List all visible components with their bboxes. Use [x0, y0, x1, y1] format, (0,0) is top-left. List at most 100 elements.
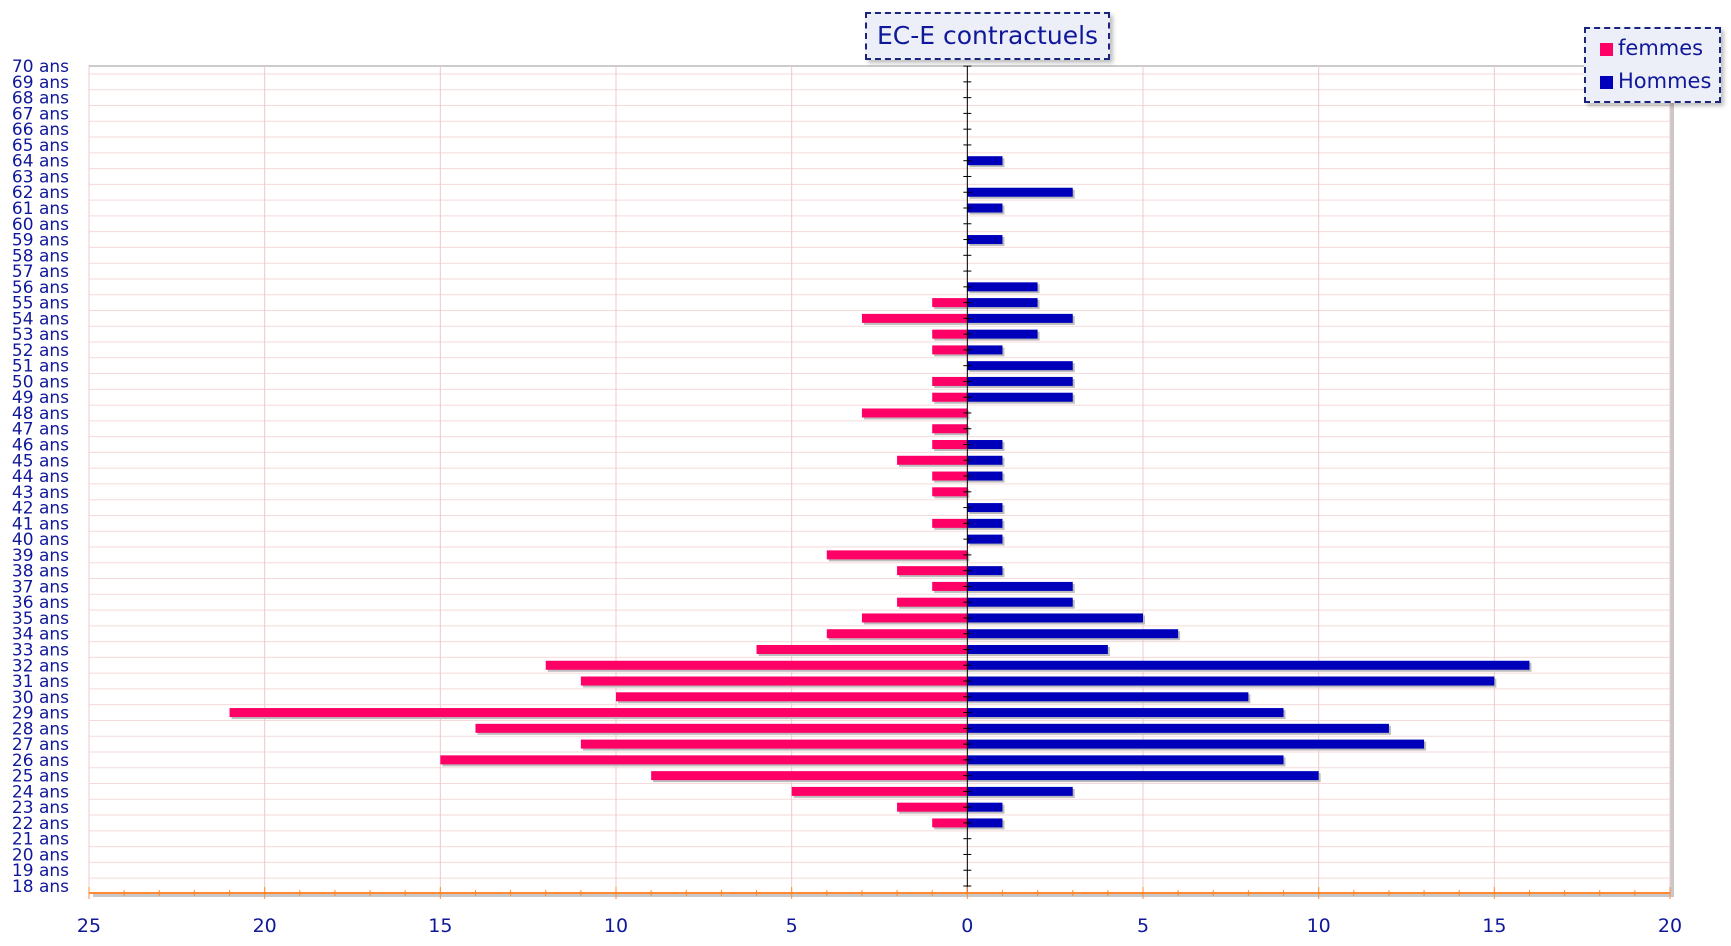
bar-femmes-33-ans	[756, 644, 968, 654]
y-tick-label: 58 ans	[12, 246, 69, 266]
y-tick-label: 50 ans	[12, 372, 69, 392]
y-tick-label: 48 ans	[12, 404, 69, 424]
y-tick-label: 62 ans	[12, 183, 69, 203]
x-tick-label: 15	[1482, 915, 1506, 937]
y-tick-label: 47 ans	[12, 420, 69, 440]
y-tick-label: 46 ans	[12, 436, 69, 456]
bar-femmes-38-ans	[897, 566, 968, 576]
bar-femmes-24-ans	[791, 786, 968, 796]
y-tick-label: 64 ans	[12, 152, 69, 172]
y-tick-label: 35 ans	[12, 609, 69, 629]
y-tick-label: 43 ans	[12, 483, 69, 503]
legend-item-femmes: femmes	[1600, 35, 1703, 61]
bar-femmes-45-ans	[897, 455, 968, 465]
bar-hommes-34-ans	[967, 629, 1179, 639]
x-tick-label: 10	[1307, 915, 1331, 937]
bar-femmes-43-ans	[932, 487, 968, 497]
bar-femmes-48-ans	[861, 408, 968, 418]
bar-hommes-64-ans	[967, 156, 1003, 166]
x-tick-label: 0	[961, 915, 973, 937]
x-tick-label: 20	[1658, 915, 1682, 937]
bar-femmes-39-ans	[826, 550, 968, 560]
bar-hommes-24-ans	[967, 786, 1073, 796]
x-tick-label: 10	[604, 915, 628, 937]
y-tick-label: 42 ans	[12, 499, 69, 519]
bar-hommes-54-ans	[967, 313, 1073, 323]
bar-hommes-23-ans	[967, 802, 1003, 812]
bar-hommes-46-ans	[967, 440, 1003, 450]
y-tick-label: 52 ans	[12, 341, 69, 361]
bar-hommes-31-ans	[967, 676, 1495, 686]
y-tick-label: 33 ans	[12, 640, 69, 660]
bar-femmes-52-ans	[932, 345, 968, 355]
legend-item-hommes: Hommes	[1600, 68, 1711, 94]
legend: femmes Hommes	[1584, 27, 1721, 103]
y-tick-label: 53 ans	[12, 325, 69, 345]
x-tick-label: 5	[786, 915, 798, 937]
y-tick-label: 37 ans	[12, 577, 69, 597]
y-tick-label: 19 ans	[12, 861, 69, 881]
bar-femmes-28-ans	[475, 723, 968, 733]
bar-hommes-50-ans	[967, 376, 1073, 386]
bar-femmes-32-ans	[545, 660, 968, 670]
bar-hommes-29-ans	[967, 708, 1284, 718]
y-tick-label: 70 ans	[12, 57, 69, 77]
y-tick-label: 34 ans	[12, 625, 69, 645]
y-tick-label: 69 ans	[12, 73, 69, 93]
y-tick-label: 21 ans	[12, 830, 69, 850]
bar-hommes-61-ans	[967, 203, 1003, 213]
bar-hommes-28-ans	[967, 723, 1389, 733]
bar-hommes-32-ans	[967, 660, 1530, 670]
bar-hommes-45-ans	[967, 455, 1003, 465]
x-tick-label: 15	[428, 915, 452, 937]
bar-hommes-27-ans	[967, 739, 1425, 749]
bar-femmes-25-ans	[651, 771, 968, 781]
y-tick-label: 66 ans	[12, 120, 69, 140]
bar-hommes-22-ans	[967, 818, 1003, 828]
bar-femmes-46-ans	[932, 440, 968, 450]
bar-femmes-23-ans	[897, 802, 968, 812]
chart-title: EC-E contractuels	[865, 12, 1111, 60]
bar-hommes-53-ans	[967, 329, 1038, 339]
bar-hommes-51-ans	[967, 361, 1073, 371]
bar-hommes-56-ans	[967, 282, 1038, 292]
bar-femmes-53-ans	[932, 329, 968, 339]
x-tick-label: 25	[77, 915, 101, 937]
plot-area	[88, 65, 1671, 894]
bar-femmes-44-ans	[932, 471, 968, 481]
y-tick-label: 25 ans	[12, 767, 69, 787]
bar-hommes-42-ans	[967, 503, 1003, 513]
y-tick-label: 20 ans	[12, 845, 69, 865]
bar-hommes-37-ans	[967, 581, 1073, 591]
y-tick-label: 30 ans	[12, 688, 69, 708]
y-tick-label: 27 ans	[12, 735, 69, 755]
y-tick-label: 49 ans	[12, 388, 69, 408]
y-tick-label: 56 ans	[12, 278, 69, 298]
y-tick-label: 28 ans	[12, 719, 69, 739]
y-tick-label: 24 ans	[12, 782, 69, 802]
y-tick-label: 54 ans	[12, 309, 69, 329]
legend-swatch-hommes	[1600, 76, 1613, 89]
y-tick-label: 26 ans	[12, 751, 69, 771]
y-tick-label: 22 ans	[12, 814, 69, 834]
bar-hommes-36-ans	[967, 597, 1073, 607]
bar-femmes-49-ans	[932, 392, 968, 402]
bar-femmes-34-ans	[826, 629, 968, 639]
bar-hommes-52-ans	[967, 345, 1003, 355]
bar-femmes-41-ans	[932, 518, 968, 528]
y-tick-label: 68 ans	[12, 89, 69, 109]
y-tick-label: 32 ans	[12, 656, 69, 676]
bar-femmes-55-ans	[932, 298, 968, 308]
y-tick-label: 63 ans	[12, 167, 69, 187]
y-tick-label: 61 ans	[12, 199, 69, 219]
bar-femmes-36-ans	[897, 597, 968, 607]
y-tick-label: 39 ans	[12, 546, 69, 566]
bar-femmes-31-ans	[580, 676, 968, 686]
y-tick-label: 41 ans	[12, 514, 69, 534]
y-tick-label: 65 ans	[12, 136, 69, 156]
legend-label-hommes: Hommes	[1618, 69, 1712, 93]
legend-swatch-femmes	[1600, 43, 1613, 56]
bar-hommes-38-ans	[967, 566, 1003, 576]
y-tick-label: 55 ans	[12, 294, 69, 314]
bar-hommes-30-ans	[967, 692, 1249, 702]
